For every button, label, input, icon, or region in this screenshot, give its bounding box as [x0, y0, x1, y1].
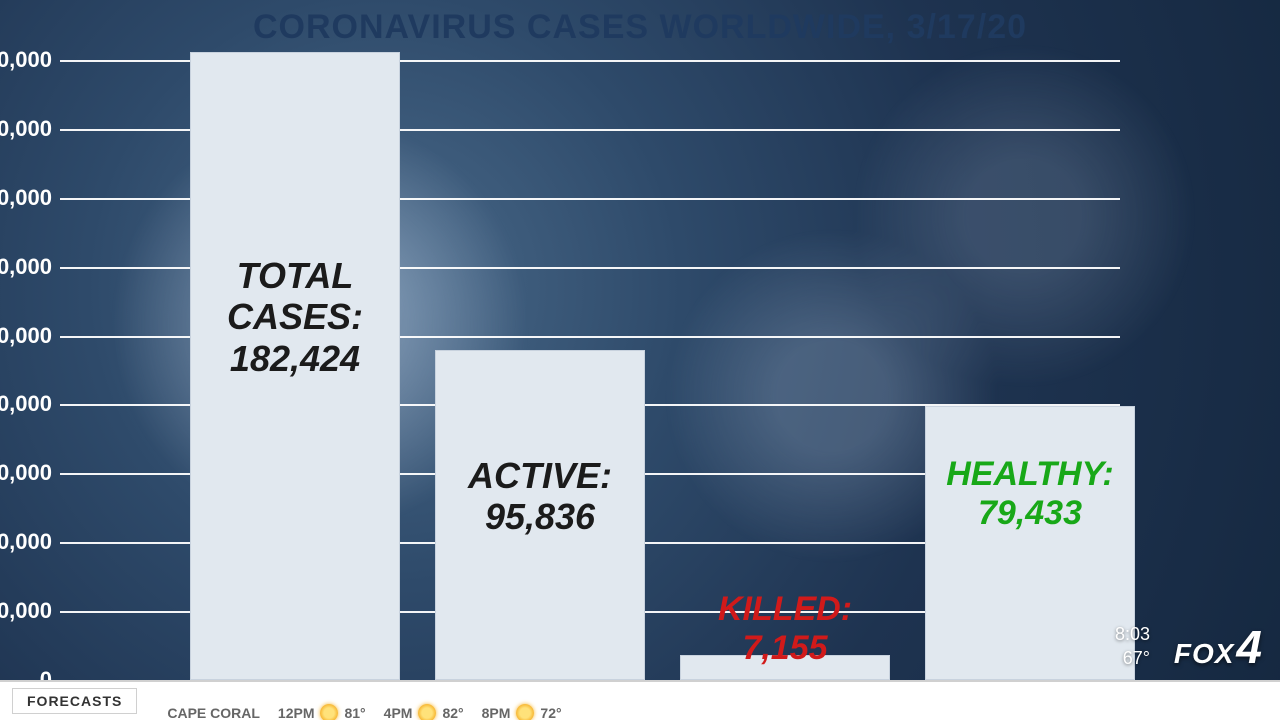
y-axis-tick-label: 100,000 — [0, 323, 52, 349]
y-axis-tick-label: 120,000 — [0, 254, 52, 280]
ticker-label: FORECASTS — [12, 688, 137, 714]
y-axis-tick-label: 140,000 — [0, 185, 52, 211]
forecast-ticker: FORECASTS CAPE CORAL 12PM 81° 4PM 82° 8P… — [0, 680, 1280, 720]
overlay-temp: 67° — [1115, 647, 1150, 670]
y-axis-tick-label: 160,000 — [0, 116, 52, 142]
y-axis-tick-label: 80,000 — [0, 391, 52, 417]
ticker-item: 12PM 81° — [278, 704, 366, 720]
bar-healthy — [925, 406, 1135, 680]
bar-chart: 020,00040,00060,00080,000100,000120,0001… — [60, 60, 1120, 680]
sun-icon — [516, 704, 534, 720]
bar-label-healthy: HEALTHY:79,433 — [946, 455, 1113, 533]
ticker-item: 8PM 72° — [482, 704, 562, 720]
ticker-city: CAPE CORAL — [167, 705, 260, 720]
sun-icon — [418, 704, 436, 720]
y-axis-tick-label: 20,000 — [0, 598, 52, 624]
logo-text-fox: FOX — [1174, 638, 1235, 670]
time-temp-overlay: 8:03 67° — [1115, 623, 1150, 670]
y-axis-tick-label: 40,000 — [0, 529, 52, 555]
chart-title: CORONAVIRUS CASES WORLDWIDE, 3/17/20 — [0, 8, 1280, 47]
sun-icon — [320, 704, 338, 720]
ticker-item: 4PM 82° — [384, 704, 464, 720]
broadcast-frame: CORONAVIRUS CASES WORLDWIDE, 3/17/20 020… — [0, 0, 1280, 720]
overlay-time: 8:03 — [1115, 623, 1150, 646]
ticker-content: CAPE CORAL 12PM 81° 4PM 82° 8PM 72° — [167, 704, 561, 720]
bar-label-active: ACTIVE:95,836 — [468, 455, 612, 538]
bar-label-killed: KILLED:7,155 — [718, 590, 852, 668]
bar-label-total: TOTALCASES:182,424 — [227, 255, 363, 379]
logo-text-4: 4 — [1236, 629, 1262, 666]
y-axis-tick-label: 60,000 — [0, 460, 52, 486]
y-axis-tick-label: 180,000 — [0, 47, 52, 73]
station-logo: FOX 4 — [1174, 629, 1262, 670]
